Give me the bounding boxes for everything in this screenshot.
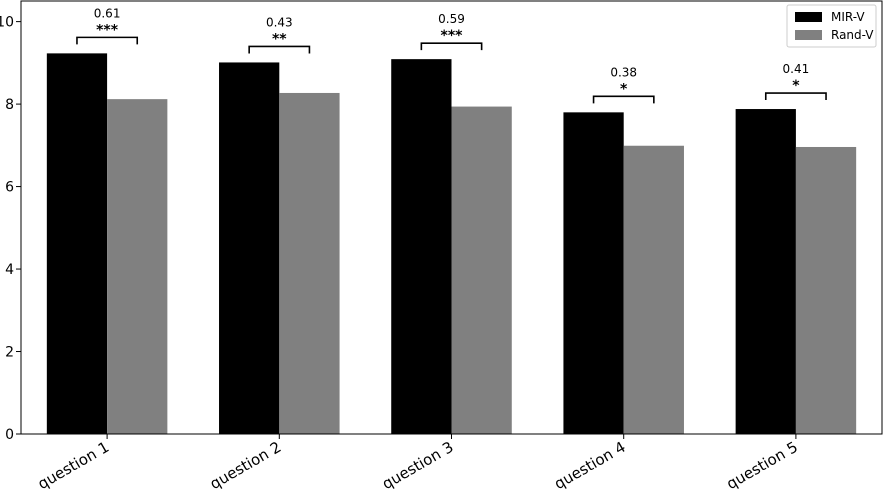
x-tick-label-q1: question 1	[35, 438, 113, 493]
effect-size-label-q2: 0.43	[266, 15, 293, 29]
y-axis: 0 2 4 6 8 10	[0, 15, 21, 443]
legend-label-rand-v: Rand-V	[831, 28, 874, 42]
effect-size-label-q3: 0.59	[438, 12, 465, 26]
legend-swatch-rand-v	[795, 30, 822, 40]
x-tick-label-q2: question 2	[207, 438, 285, 493]
legend-swatch-mir-v	[795, 12, 822, 22]
legend: MIR-V Rand-V	[786, 4, 877, 48]
bar-rand-v-q1	[107, 99, 168, 434]
effect-size-label-q1: 0.61	[94, 6, 121, 20]
bar-rand-v-q2	[279, 92, 340, 435]
significance-bracket-q4	[592, 95, 655, 104]
bar-rand-v-q4	[623, 145, 684, 434]
legend-label-mir-v: MIR-V	[831, 10, 865, 24]
significance-annotations: *** 0.61 ** 0.43 *** 0.59 * 0.38 * 0.41	[76, 6, 827, 104]
significance-stars-q4: *	[620, 81, 628, 97]
significance-bracket-q2	[248, 45, 311, 54]
y-tick-label: 8	[5, 97, 14, 113]
x-tick-label-q5: question 5	[723, 438, 801, 493]
bars-group	[46, 53, 857, 435]
effect-size-label-q5: 0.41	[783, 62, 810, 76]
y-tick-label: 10	[0, 15, 14, 31]
x-axis: question 1 question 2 question 3 question 4…	[35, 434, 801, 493]
significance-stars-q5: *	[792, 78, 800, 94]
plot-frame	[20, 0, 883, 435]
y-tick-label: 6	[5, 180, 14, 196]
bar-mir-v-q3	[391, 59, 452, 434]
significance-bracket-q3	[420, 42, 483, 51]
significance-stars-q3: ***	[441, 28, 464, 44]
x-tick-label-q3: question 3	[379, 438, 457, 493]
significance-stars-q2: **	[272, 31, 287, 47]
bar-rand-v-q3	[451, 106, 512, 435]
y-tick-label: 0	[5, 427, 14, 443]
bar-mir-v-q2	[219, 62, 280, 434]
effect-size-label-q4: 0.38	[610, 65, 637, 79]
y-tick-label: 2	[5, 345, 14, 361]
x-tick-label-q4: question 4	[551, 438, 629, 493]
y-tick-label: 4	[5, 262, 14, 278]
significance-bracket-q5	[764, 92, 827, 101]
bar-mir-v-q5	[735, 109, 796, 434]
significance-bracket-q1	[76, 36, 139, 45]
bar-mir-v-q1	[46, 53, 108, 435]
bar-rand-v-q5	[795, 146, 857, 435]
bar-mir-v-q4	[563, 112, 624, 434]
significance-stars-q1: ***	[96, 22, 119, 38]
